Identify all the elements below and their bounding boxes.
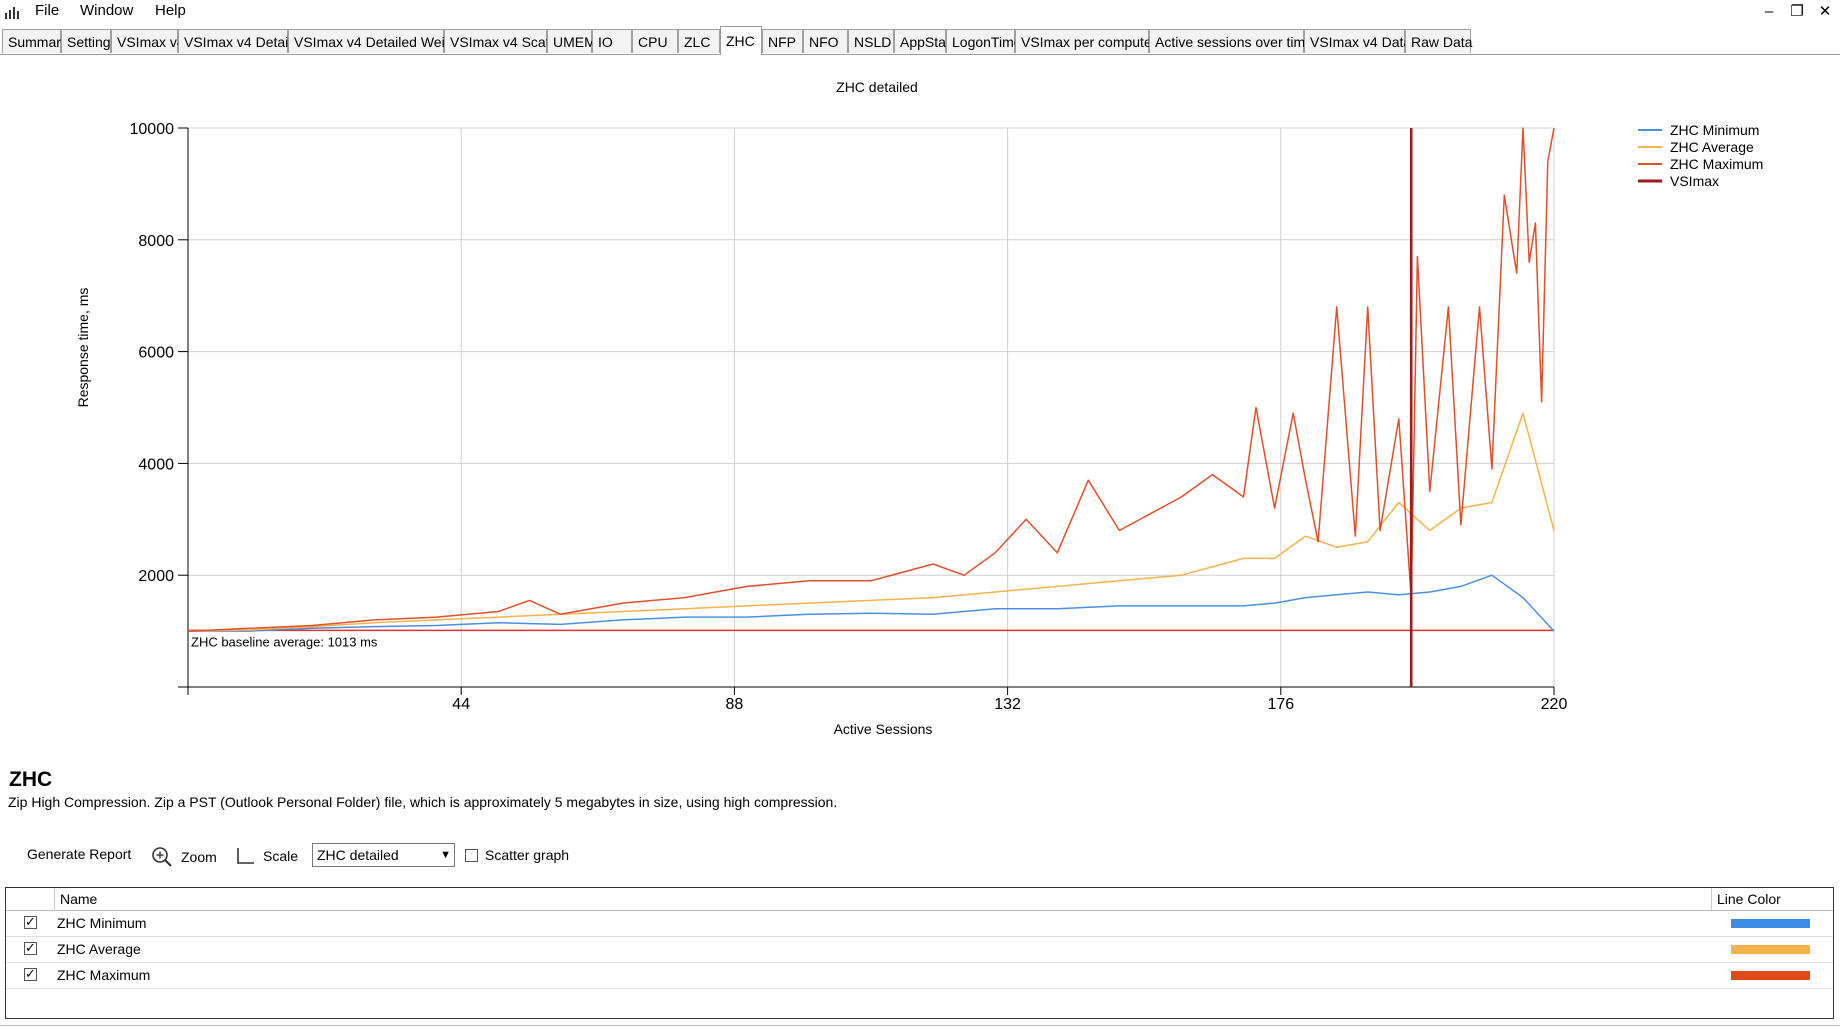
tab-cpu[interactable]: CPU	[632, 29, 678, 53]
menu-help[interactable]: Help	[155, 2, 186, 19]
y-axis-label: Response time, ms	[75, 288, 91, 408]
restore-icon[interactable]: ❐	[1790, 3, 1804, 20]
table-row[interactable]: ZHC Average	[6, 936, 1833, 963]
tab-nfp[interactable]: NFP	[762, 29, 803, 53]
x-tick-label: 220	[1541, 696, 1568, 713]
y-tick-label: 2000	[138, 568, 174, 585]
series-visible-checkbox[interactable]	[24, 940, 37, 956]
tab-nfo[interactable]: NFO	[803, 29, 848, 53]
zhc-chart: ZHC detailed 2000 4000 6000 8000 10000 44 88 132…	[75, 79, 1763, 737]
header-line-color[interactable]: Line Color	[1717, 891, 1781, 907]
section-title: ZHC	[9, 768, 53, 791]
tab-io[interactable]: IO	[592, 29, 632, 53]
series-visible-checkbox[interactable]	[24, 966, 37, 982]
tab-zhc[interactable]: ZHC	[720, 26, 762, 55]
x-axis-label: Active Sessions	[834, 721, 933, 737]
chart-type-value: ZHC detailed	[317, 847, 399, 863]
zoom-icon	[152, 847, 172, 867]
tab-vsimax-per-computer[interactable]: VSImax per computer	[1015, 29, 1156, 53]
tab-raw-data[interactable]: Raw Data	[1405, 29, 1472, 53]
series-name: ZHC Maximum	[57, 967, 151, 983]
close-icon[interactable]: ✕	[1818, 3, 1832, 20]
x-tick-label: 176	[1267, 696, 1294, 713]
legend-entry: ZHC Minimum	[1670, 122, 1759, 138]
legend-entry: VSImax	[1670, 173, 1719, 189]
tab-vsimax-v4-data[interactable]: VSImax v4 Data	[1304, 29, 1411, 53]
series-visible-checkbox[interactable]	[24, 914, 37, 930]
series-name: ZHC Average	[57, 941, 141, 957]
generate-report-label: Generate Report	[27, 846, 132, 862]
scatter-graph-toggle[interactable]: Scatter graph	[465, 847, 569, 863]
chevron-down-icon: ▼	[440, 849, 451, 861]
scale-icon	[237, 848, 254, 864]
series-table-header: Name Line Color	[6, 888, 1833, 911]
chart-type-select[interactable]: ZHC detailed ▼	[312, 843, 455, 867]
y-tick-label: 8000	[138, 233, 174, 250]
series-table: Name Line Color ZHC Minimum ZHC Average …	[5, 887, 1834, 1019]
scale-button[interactable]: Scale	[235, 846, 298, 866]
scale-label: Scale	[263, 848, 299, 864]
status-divider	[0, 1025, 1840, 1026]
table-row[interactable]: ZHC Minimum	[6, 910, 1833, 937]
legend-entry: ZHC Average	[1670, 139, 1754, 155]
x-tick-label: 88	[726, 696, 744, 713]
menu-bar: File Window Help – ❐ ✕	[0, 0, 1840, 24]
series-color-swatch[interactable]	[1731, 971, 1810, 980]
generate-report-button[interactable]: Generate Report	[27, 846, 131, 862]
scatter-graph-checkbox[interactable]	[465, 848, 478, 862]
zoom-button[interactable]: Zoom	[151, 846, 217, 868]
y-tick-label: 6000	[138, 345, 174, 362]
x-tick-label: 44	[452, 696, 470, 713]
tab-summary[interactable]: Summary	[2, 29, 68, 53]
baseline-label: ZHC baseline average: 1013 ms	[191, 634, 378, 649]
menu-file[interactable]: File	[35, 2, 60, 19]
tab-vsimax-v4[interactable]: VSImax v4	[111, 29, 185, 53]
x-tick-label: 132	[994, 696, 1021, 713]
tab-strip: Summary Settings VSImax v4 VSImax v4 Detail…	[0, 26, 1840, 55]
tab-settings[interactable]: Settings	[61, 29, 118, 53]
tab-appstart[interactable]: AppStart	[894, 29, 954, 53]
tab-vsimax-v4-detailed[interactable]: VSImax v4 Detailed	[178, 29, 307, 53]
app-chart-icon	[5, 7, 19, 19]
series-line-zhc-maximum	[187, 127, 1555, 632]
legend-entry: ZHC Maximum	[1670, 156, 1763, 172]
tab-umem[interactable]: UMEM	[547, 29, 596, 53]
table-row[interactable]: ZHC Maximum	[6, 962, 1833, 989]
section-description: Zip High Compression. Zip a PST (Outlook…	[8, 794, 838, 810]
minimize-icon[interactable]: –	[1764, 2, 1774, 20]
scatter-graph-label: Scatter graph	[485, 847, 570, 863]
tab-active-sessions-over-time[interactable]: Active sessions over time	[1149, 29, 1313, 53]
menu-window[interactable]: Window	[80, 2, 134, 19]
tab-zlc[interactable]: ZLC	[678, 29, 720, 53]
zoom-label: Zoom	[181, 849, 217, 865]
chart-title: ZHC detailed	[836, 79, 918, 95]
tab-vsimax-v4-scatter[interactable]: VSImax v4 Scatter	[444, 29, 566, 53]
header-name[interactable]: Name	[60, 891, 98, 907]
series-line-zhc-minimum	[188, 574, 1555, 632]
tab-vsimax-v4-detailed-weighted[interactable]: VSImax v4 Detailed Weighted	[288, 29, 480, 53]
tab-logontimer[interactable]: LogonTimer	[946, 29, 1026, 53]
series-name: ZHC Minimum	[57, 915, 147, 931]
y-tick-label: 4000	[138, 456, 174, 473]
series-color-swatch[interactable]	[1731, 919, 1810, 928]
y-tick-label: 10000	[130, 121, 175, 138]
tab-nsld[interactable]: NSLD	[848, 29, 894, 53]
series-color-swatch[interactable]	[1731, 945, 1810, 954]
series-line-zhc-average	[187, 412, 1555, 632]
